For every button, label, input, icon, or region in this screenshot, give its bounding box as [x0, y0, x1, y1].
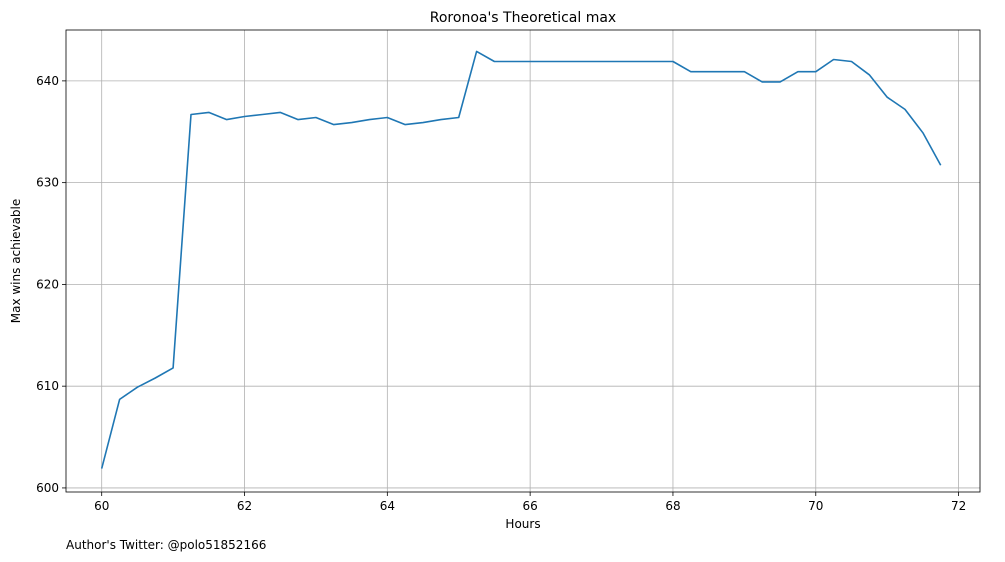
- series-line: [100, 50, 942, 469]
- x-tick-label: 60: [94, 499, 109, 513]
- x-tick-label: 72: [951, 499, 966, 513]
- y-tick-label: 620: [36, 277, 59, 291]
- x-tick-label: 66: [523, 499, 538, 513]
- x-tick-label: 64: [380, 499, 395, 513]
- y-tick-label: 600: [36, 481, 59, 495]
- x-tick-label: 68: [665, 499, 680, 513]
- grid-lines: [66, 30, 980, 492]
- y-tick-label: 630: [36, 176, 59, 190]
- chart-title: Roronoa's Theoretical max: [430, 10, 616, 26]
- x-tick-label: 70: [808, 499, 823, 513]
- data-series: [100, 50, 942, 469]
- y-tick-label: 610: [36, 379, 59, 393]
- y-tick-label: 640: [36, 74, 59, 88]
- author-footnote: Author's Twitter: @polo51852166: [66, 538, 267, 552]
- y-axis-label: Max wins achievable: [9, 199, 23, 324]
- plot-frame: [65, 29, 981, 493]
- axis-ticks: 60 62 64 66 68 70 72 600 610 620 630 640: [36, 74, 966, 513]
- x-tick-label: 62: [237, 499, 252, 513]
- x-axis-label: Hours: [505, 517, 540, 531]
